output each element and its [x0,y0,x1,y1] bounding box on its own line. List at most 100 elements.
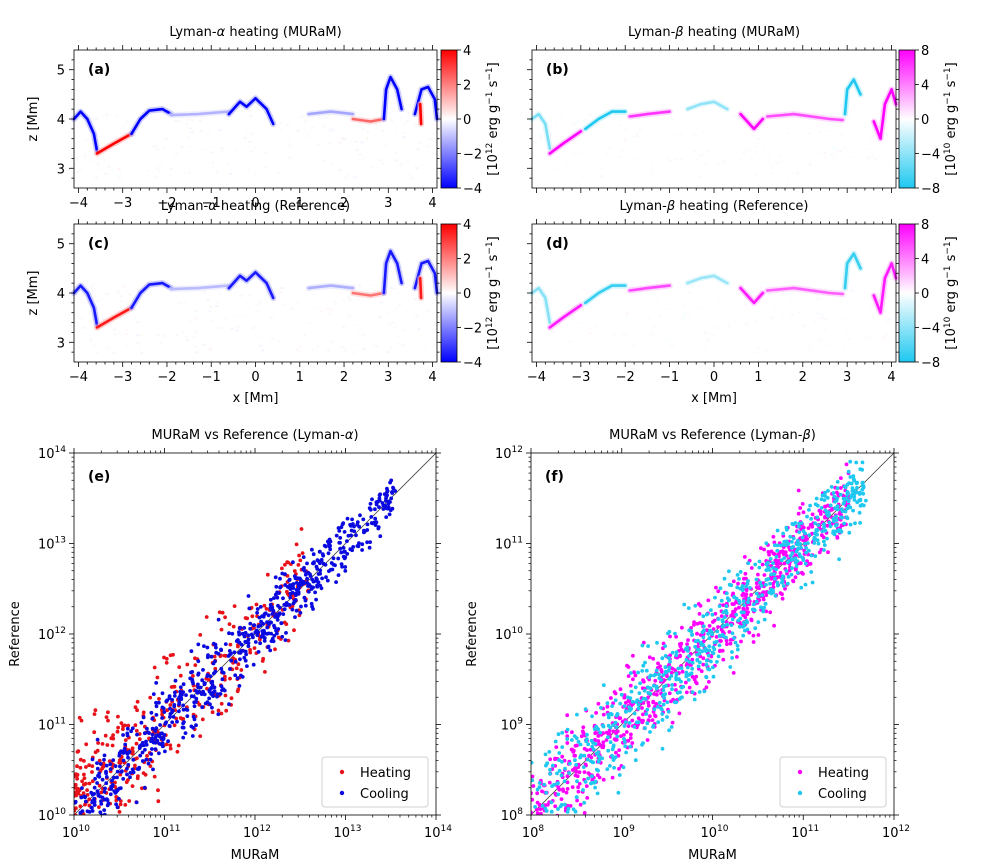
heatmap-noise-cell [358,284,362,287]
data-point-cooling [157,741,162,746]
y-tick-label: 1011 [495,536,523,553]
data-point-cooling [648,673,653,678]
y-tick-label: 5 [57,238,65,253]
data-point-cooling [303,603,308,608]
data-point-heating [700,621,705,626]
data-point-cooling [378,534,383,539]
data-point-cooling [834,498,839,503]
data-point-cooling [385,493,389,498]
data-point-cooling [557,823,561,827]
data-point-cooling [104,829,108,833]
data-point-heating [630,741,635,745]
data-point-cooling [131,757,136,762]
data-point-cooling [599,706,603,710]
heatmap-noise-cell [340,346,344,349]
data-point-cooling [790,551,795,555]
heatmap-noise-cell [91,327,95,330]
data-point-heating [133,705,138,710]
data-point-heating [109,736,114,741]
data-point-cooling [791,544,796,549]
data-point-cooling [822,539,826,544]
data-point-cooling [665,715,669,719]
data-point-cooling [104,775,109,779]
data-point-cooling [595,791,600,796]
data-point-cooling [718,586,723,591]
data-point-heating [771,534,776,539]
heatmap-noise-cell [599,175,603,178]
heatmap-noise-cell [643,125,647,128]
data-point-heating [84,856,88,860]
heatmap-noise-cell [373,123,377,126]
data-point-heating [535,791,540,796]
data-point-cooling [855,480,859,485]
heatmap-noise-cell [315,324,319,327]
data-point-cooling [98,762,103,766]
colorbar-label: [1012 erg g−1 s−1] [485,62,501,176]
heatmap-noise-cell [890,317,894,320]
data-point-heating [582,811,587,815]
data-point-cooling [267,621,272,625]
data-point-cooling [125,731,130,736]
data-point-cooling [140,759,145,763]
data-point-heating [596,739,601,743]
data-point-cooling [744,619,749,623]
data-point-cooling [720,624,725,629]
data-point-cooling [715,629,720,634]
x-tick-label: 2 [799,370,807,385]
heatmap-noise-cell [550,136,554,139]
heatmap-noise-cell [732,347,736,350]
data-point-cooling [850,492,854,497]
data-point-cooling [530,849,534,853]
heatmap-noise-cell [118,132,122,135]
data-point-cooling [237,632,242,637]
heatmap-noise-cell [798,333,802,336]
data-point-cooling [533,852,537,856]
heatmap-noise-cell [820,150,824,153]
data-point-cooling [337,540,342,545]
data-point-cooling [601,683,606,687]
data-point-heating [731,671,736,675]
data-point-cooling [598,757,602,761]
data-point-cooling [748,586,752,590]
data-point-cooling [804,550,808,555]
data-point-heating [565,774,570,779]
heatmap-noise-cell [237,286,241,289]
heatmap-noise-cell [844,296,848,299]
data-point-cooling [183,731,188,735]
data-point-cooling [110,778,114,783]
heatmap-noise-cell [136,342,140,345]
heatmap-noise-cell [99,168,103,171]
heatmap-noise-cell [176,119,180,122]
heatmap-noise-cell [371,158,375,161]
heatmap-noise-cell [583,288,587,291]
heatmap-noise-cell [396,335,400,338]
data-point-cooling [667,677,672,681]
heatmap-noise-cell [224,118,228,121]
data-point-cooling [771,566,775,570]
heatmap-noise-cell [830,153,834,156]
data-point-heating [801,525,806,530]
data-point-heating [768,610,773,615]
data-point-heating [659,668,664,672]
heatmap-noise-cell [630,173,634,176]
data-point-cooling [793,556,798,561]
data-point-cooling [574,795,579,800]
legend-marker-cooling [339,790,345,796]
colorbar-label: [1010 erg g−1 s−1] [943,62,959,176]
heatmap-noise-cell [287,351,291,354]
data-point-heating [126,723,131,728]
heatmap-noise-cell [183,171,187,174]
data-point-cooling [95,766,100,771]
data-point-cooling [832,532,837,537]
heatmap-noise-cell [717,298,721,301]
data-point-heating [87,763,91,768]
data-point-cooling [608,764,612,768]
heatmap-noise-cell [216,301,220,304]
heatmap-noise-cell [876,175,880,178]
data-point-cooling [619,692,624,697]
heatmap-noise-cell [302,137,306,140]
heatmap-noise-cell [806,309,810,312]
data-point-cooling [196,685,201,690]
data-point-cooling [355,544,360,548]
y-tick-label: 1010 [495,626,523,643]
